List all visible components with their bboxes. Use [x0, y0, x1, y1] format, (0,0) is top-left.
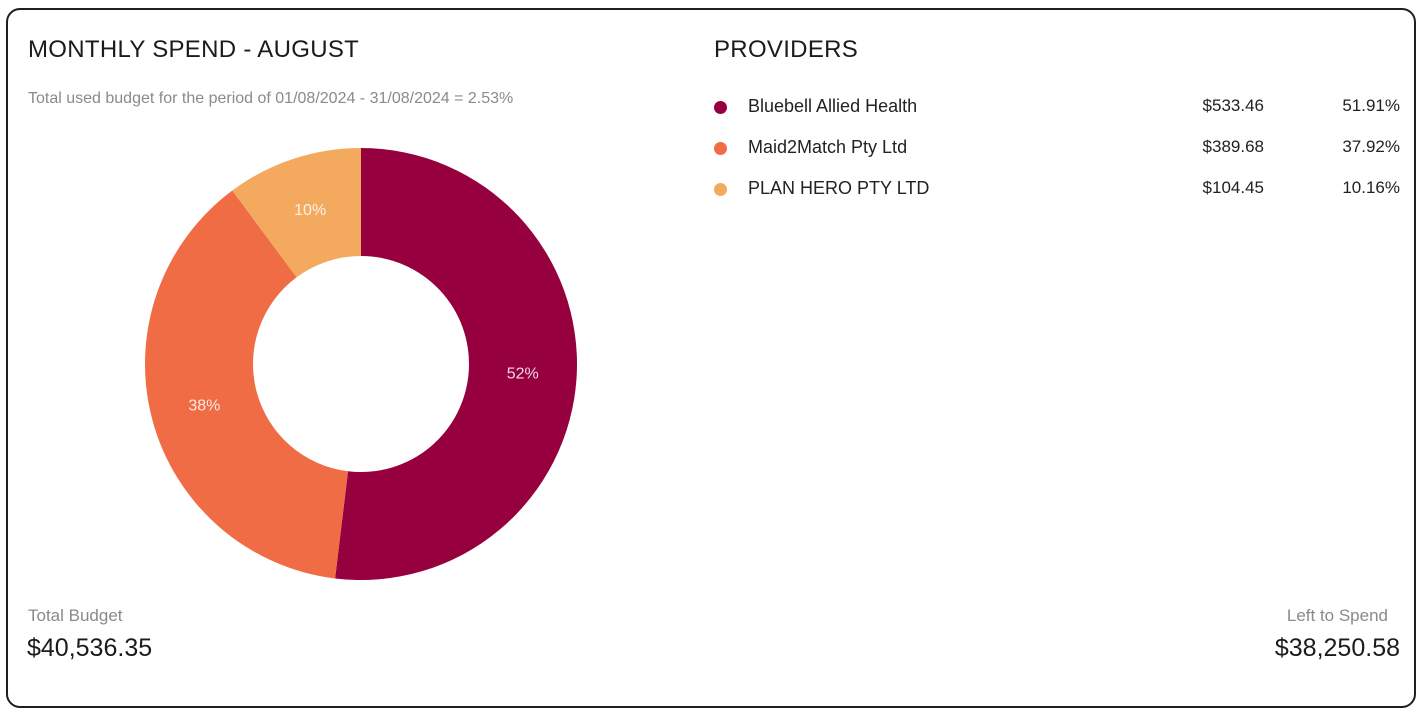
- donut-slice[interactable]: [232, 148, 361, 278]
- donut-slice[interactable]: [145, 190, 349, 579]
- left-to-spend-value: $38,250.58: [1274, 634, 1400, 662]
- legend-item[interactable]: Maid2Match Pty Ltd $389.68 37.92%: [714, 137, 1404, 161]
- legend-dot-icon: [714, 101, 727, 114]
- left-to-spend-label: Left to Spend: [1286, 606, 1388, 625]
- spend-donut-chart: 52% 38% 10%: [145, 148, 577, 580]
- total-budget-label: Total Budget: [28, 606, 123, 625]
- legend-item-percent: 10.16%: [1342, 178, 1400, 197]
- legend-item-amount: $389.68: [1202, 137, 1264, 156]
- legend-item-amount: $104.45: [1202, 178, 1264, 197]
- legend-item-name: Maid2Match Pty Ltd: [748, 137, 908, 157]
- legend-item[interactable]: Bluebell Allied Health $533.46 51.91%: [714, 96, 1404, 120]
- legend-item-name: Bluebell Allied Health: [748, 96, 918, 116]
- slice-label: 38%: [188, 397, 220, 414]
- legend-item-name: PLAN HERO PTY LTD: [748, 178, 930, 198]
- legend-item-percent: 37.92%: [1342, 137, 1400, 156]
- slice-label: 52%: [507, 366, 539, 383]
- total-budget-value: $40,536.35: [27, 634, 153, 662]
- legend-item-percent: 51.91%: [1342, 96, 1400, 115]
- legend-item-amount: $533.46: [1202, 96, 1264, 115]
- donut-slice[interactable]: [335, 148, 577, 580]
- legend-dot-icon: [714, 142, 727, 155]
- legend-item[interactable]: PLAN HERO PTY LTD $104.45 10.16%: [714, 178, 1404, 202]
- providers-title: PROVIDERS: [714, 36, 859, 63]
- legend-dot-icon: [714, 183, 727, 196]
- page-title: MONTHLY SPEND - AUGUST: [28, 36, 360, 63]
- budget-subtitle: Total used budget for the period of 01/0…: [28, 90, 514, 107]
- slice-label: 10%: [294, 202, 326, 219]
